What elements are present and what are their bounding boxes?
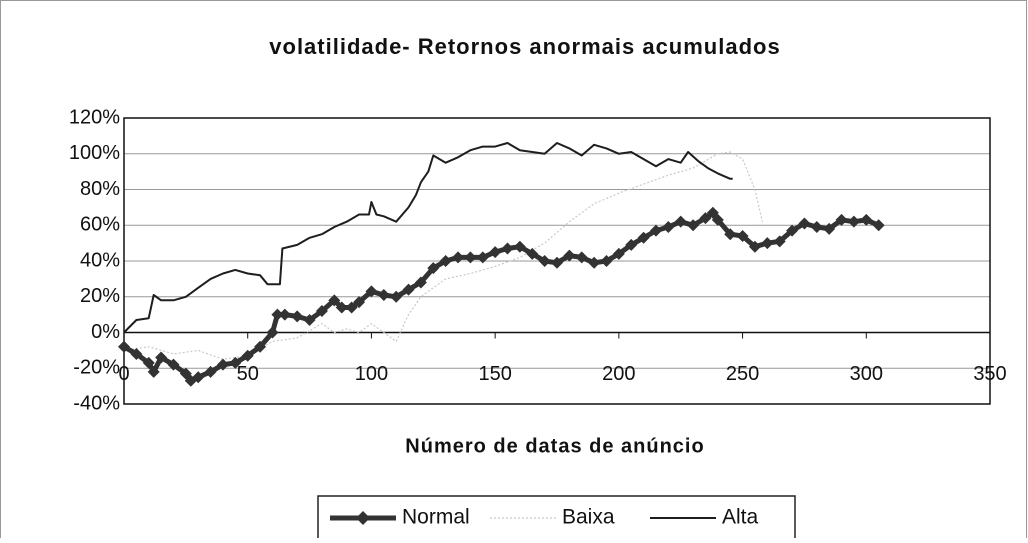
data-point xyxy=(335,301,348,314)
data-point xyxy=(711,213,724,226)
x-tick-label: 350 xyxy=(973,363,1006,385)
data-point xyxy=(526,247,539,260)
y-tick-label: 0% xyxy=(91,321,120,343)
data-point xyxy=(118,340,130,353)
data-point xyxy=(575,251,588,264)
data-point xyxy=(860,213,873,226)
data-point xyxy=(736,229,749,242)
legend-label: Alta xyxy=(722,506,759,529)
data-point xyxy=(254,340,267,353)
data-point xyxy=(501,242,514,255)
data-point xyxy=(241,349,254,362)
y-tick-label: 120% xyxy=(69,106,120,128)
data-point xyxy=(271,308,284,321)
data-point xyxy=(600,255,613,267)
data-point xyxy=(452,251,465,264)
data-point xyxy=(179,367,192,380)
data-point xyxy=(489,246,502,259)
legend-label: Normal xyxy=(402,506,470,529)
data-point xyxy=(706,206,719,219)
data-point xyxy=(427,262,440,275)
data-point xyxy=(538,255,551,267)
legend-marker xyxy=(356,511,370,525)
data-point xyxy=(291,310,304,323)
y-tick-label: -40% xyxy=(73,392,120,414)
data-point xyxy=(649,224,662,237)
data-point xyxy=(278,308,291,321)
data-point xyxy=(266,326,279,339)
x-tick-label: 50 xyxy=(237,363,259,385)
data-point xyxy=(402,283,415,296)
data-point xyxy=(390,290,403,303)
data-point xyxy=(563,249,576,262)
y-tick-label: 40% xyxy=(80,249,120,271)
data-point xyxy=(130,347,143,360)
data-point xyxy=(377,288,390,301)
data-point xyxy=(476,251,489,264)
data-point xyxy=(773,235,786,248)
data-point xyxy=(303,313,316,326)
data-point xyxy=(662,221,675,234)
x-tick-label: 250 xyxy=(726,363,759,385)
chart-title: volatilidade- Retornos anormais acumulad… xyxy=(269,34,780,59)
x-tick-label: 100 xyxy=(355,363,388,385)
x-tick-label: 300 xyxy=(850,363,883,385)
data-point xyxy=(637,231,650,244)
data-point xyxy=(748,240,761,253)
series-line xyxy=(123,142,733,334)
data-point xyxy=(229,356,242,369)
data-point xyxy=(365,285,378,298)
x-tick-label: 200 xyxy=(602,363,635,385)
x-tick-label: 150 xyxy=(478,363,511,385)
data-point xyxy=(847,215,860,228)
data-point xyxy=(315,305,328,318)
data-point xyxy=(612,247,625,260)
data-point xyxy=(687,219,700,232)
data-point xyxy=(674,215,687,228)
data-point xyxy=(167,358,180,371)
data-point xyxy=(513,240,526,253)
y-tick-label: 100% xyxy=(69,142,120,164)
data-point xyxy=(835,213,848,226)
data-point xyxy=(872,219,885,232)
data-point xyxy=(810,221,823,234)
y-tick-label: 20% xyxy=(80,285,120,307)
x-axis-label: Número de datas de anúncio xyxy=(405,435,704,457)
y-tick-label: -20% xyxy=(73,357,120,379)
legend-label: Baixa xyxy=(562,506,615,529)
data-point xyxy=(464,251,477,264)
data-point xyxy=(204,365,217,378)
data-point xyxy=(724,228,737,241)
data-point xyxy=(147,365,160,378)
data-point xyxy=(786,224,799,237)
data-point xyxy=(588,256,601,269)
data-point xyxy=(823,222,836,235)
data-point xyxy=(551,256,563,269)
data-point xyxy=(798,217,811,230)
data-point xyxy=(625,238,638,251)
data-point xyxy=(353,296,366,309)
data-point xyxy=(439,255,452,267)
legend-box xyxy=(317,495,796,543)
data-point xyxy=(328,294,341,307)
data-point xyxy=(345,301,358,314)
plot-border xyxy=(123,117,991,405)
data-point xyxy=(699,212,712,225)
y-tick-label: 60% xyxy=(80,214,120,236)
data-point xyxy=(142,356,155,369)
data-point xyxy=(192,371,205,384)
x-tick-label: 0 xyxy=(118,363,129,385)
data-point xyxy=(216,358,229,371)
data-point xyxy=(155,351,168,364)
y-tick-label: 80% xyxy=(80,178,120,200)
data-point xyxy=(414,276,427,289)
data-point xyxy=(761,237,774,250)
